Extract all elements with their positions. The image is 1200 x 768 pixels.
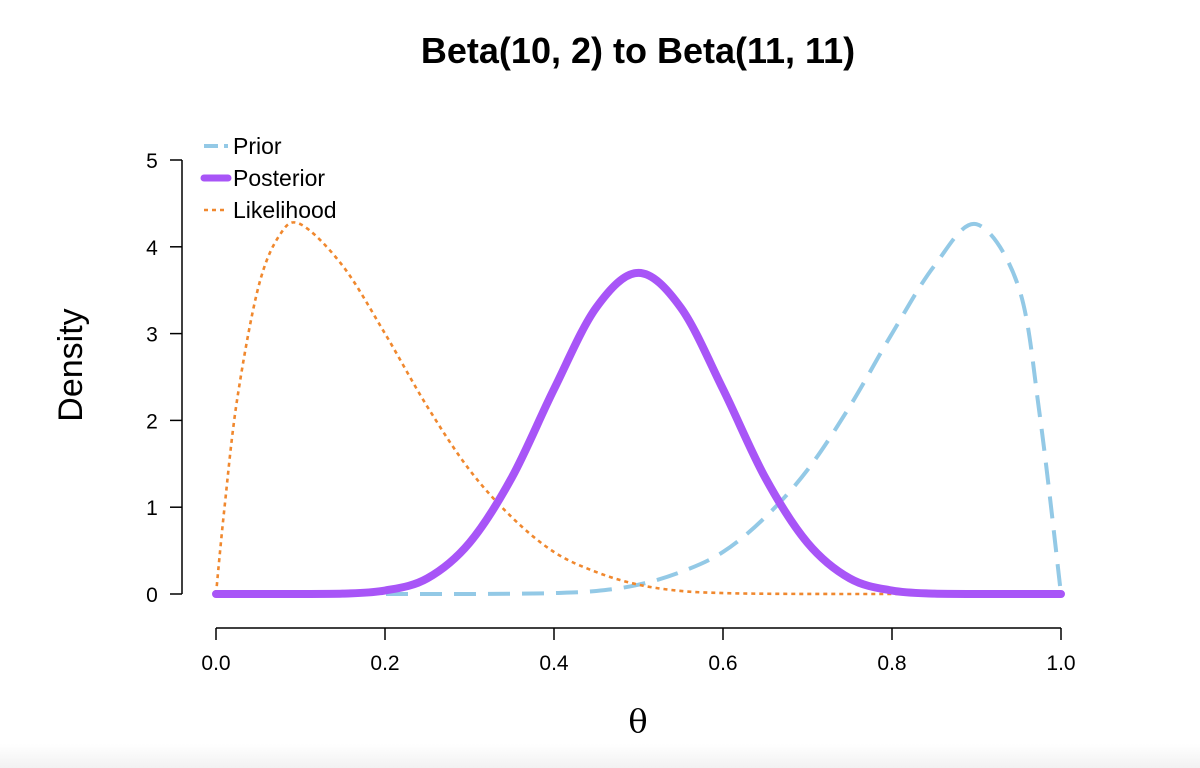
x-tick-label: 0.8	[877, 652, 906, 675]
x-axis-label: θ	[628, 702, 647, 740]
y-tick-label: 2	[146, 410, 158, 433]
y-tick-label: 0	[146, 584, 158, 607]
legend-label-posterior: Posterior	[233, 165, 325, 191]
x-ticks: 0.0 0.2 0.4 0.6 0.8 1.0	[201, 628, 1076, 675]
x-tick-label: 0.2	[370, 652, 399, 675]
y-tick-label: 1	[146, 497, 158, 520]
x-tick-label: 0.4	[539, 652, 569, 675]
series-line-posterior	[212, 268, 1065, 598]
y-tick-label: 4	[146, 237, 158, 260]
x-tick-label: 0.0	[201, 652, 230, 675]
footer-strip	[0, 744, 1200, 768]
y-tick-label: 5	[146, 150, 158, 173]
series-line-prior	[216, 222, 1063, 596]
plot-area	[212, 221, 1065, 598]
series-line-likelihood	[214, 221, 1061, 596]
x-tick-label: 0.6	[708, 652, 737, 675]
axes: 0 1 2 3 4 5 0.0 0.2 0.4 0.6 0.8 1.0	[146, 150, 1075, 675]
x-tick-label: 1.0	[1046, 652, 1075, 675]
chart-title: Beta(10, 2) to Beta(11, 11)	[421, 30, 855, 71]
y-ticks: 0 1 2 3 4 5	[146, 150, 182, 607]
y-tick-label: 3	[146, 324, 158, 347]
y-axis-label: Density	[52, 308, 90, 421]
legend-label-likelihood: Likelihood	[233, 197, 337, 223]
legend: Prior Posterior Likelihood	[200, 133, 337, 223]
legend-label-prior: Prior	[233, 133, 282, 159]
